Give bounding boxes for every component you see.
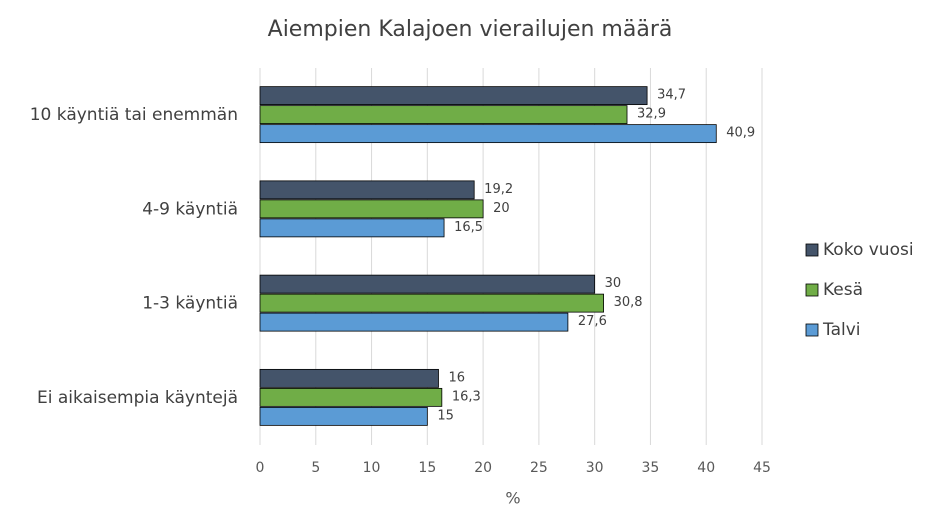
x-tick-label: 0 bbox=[256, 460, 265, 476]
bar bbox=[259, 199, 484, 219]
x-tick-label: 10 bbox=[363, 460, 381, 476]
bar bbox=[259, 180, 475, 200]
y-tick-label: 1-3 käyntiä bbox=[142, 294, 238, 314]
x-tick-label: 5 bbox=[311, 460, 320, 476]
data-label: 16,5 bbox=[454, 220, 483, 235]
y-tick-label: 4-9 käyntiä bbox=[142, 199, 238, 219]
data-label: 20 bbox=[493, 201, 510, 216]
legend-swatch bbox=[805, 243, 819, 257]
legend-swatch bbox=[805, 283, 819, 297]
data-label: 19,2 bbox=[484, 182, 513, 197]
legend-label: Talvi bbox=[822, 320, 861, 340]
data-label: 34,7 bbox=[657, 88, 686, 103]
data-label: 27,6 bbox=[578, 314, 607, 329]
x-axis-label: % bbox=[505, 489, 520, 508]
bar bbox=[259, 124, 717, 144]
bar bbox=[259, 312, 569, 332]
x-tick-label: 30 bbox=[586, 460, 604, 476]
bar bbox=[259, 218, 445, 238]
y-tick-label: 10 käyntiä tai enemmän bbox=[30, 105, 238, 125]
y-tick-label: Ei aikaisempia käyntejä bbox=[37, 388, 238, 408]
x-tick-label: 40 bbox=[697, 460, 715, 476]
bar bbox=[259, 406, 428, 426]
data-label: 32,9 bbox=[637, 107, 666, 122]
x-tick-label: 25 bbox=[530, 460, 548, 476]
x-tick-label: 20 bbox=[474, 460, 492, 476]
bar bbox=[259, 105, 628, 125]
bar bbox=[259, 387, 443, 407]
x-tick-label: 45 bbox=[753, 460, 771, 476]
legend-swatch bbox=[805, 323, 819, 337]
data-label: 30 bbox=[605, 276, 622, 291]
data-label: 16 bbox=[448, 370, 465, 385]
bar bbox=[259, 274, 596, 294]
bar bbox=[259, 86, 648, 106]
data-label: 30,8 bbox=[614, 295, 643, 310]
data-label: 15 bbox=[437, 408, 454, 423]
legend-label: Koko vuosi bbox=[823, 240, 914, 260]
x-tick-label: 35 bbox=[642, 460, 660, 476]
legend-label: Kesä bbox=[823, 280, 863, 300]
chart-title: Aiempien Kalajoen vierailujen määrä bbox=[268, 17, 673, 42]
x-tick-label: 15 bbox=[418, 460, 436, 476]
bar bbox=[259, 368, 439, 388]
data-label: 40,9 bbox=[726, 126, 755, 141]
data-label: 16,3 bbox=[452, 389, 481, 404]
bar bbox=[259, 293, 604, 313]
